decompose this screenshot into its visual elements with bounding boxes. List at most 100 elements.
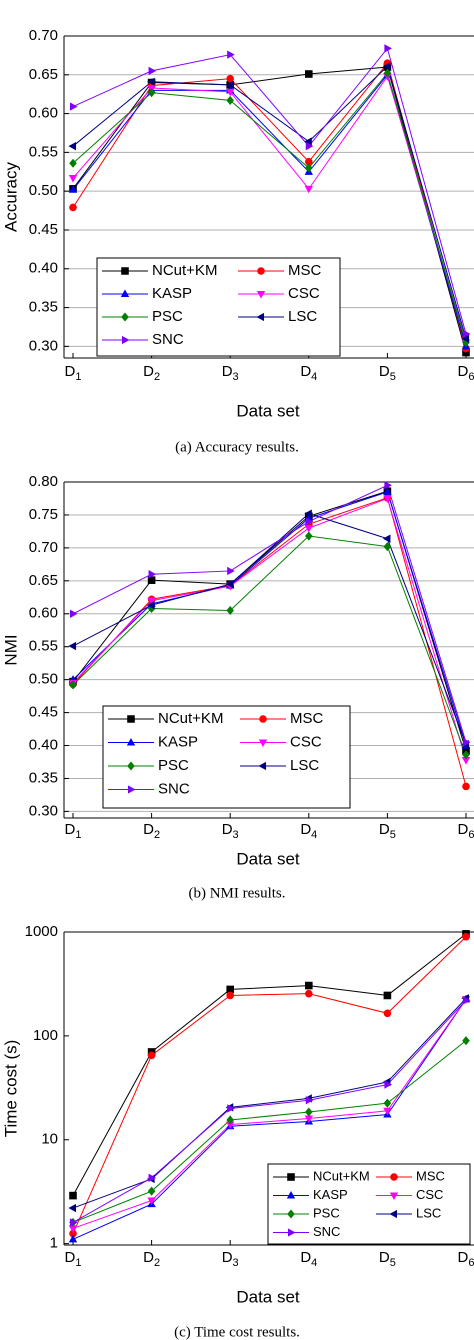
x-tick-label: D3 bbox=[222, 821, 239, 841]
data-point bbox=[227, 1104, 235, 1113]
series-line bbox=[72, 491, 467, 746]
data-point bbox=[462, 996, 471, 1005]
data-point bbox=[147, 601, 155, 610]
legend-label: SNC bbox=[158, 780, 190, 797]
data-point bbox=[383, 1098, 392, 1108]
series-line bbox=[72, 933, 467, 1196]
data-point bbox=[69, 203, 77, 212]
y-tick-label: 0.30 bbox=[29, 802, 58, 819]
series-line bbox=[72, 72, 467, 343]
data-point bbox=[462, 782, 470, 791]
y-tick-label: 0.50 bbox=[29, 182, 58, 199]
legend-label: LSC bbox=[416, 1205, 441, 1220]
legend-marker bbox=[256, 312, 265, 322]
data-point bbox=[69, 609, 78, 618]
series-line bbox=[72, 497, 467, 761]
x-axis-label: Data set bbox=[236, 1287, 300, 1306]
data-point bbox=[69, 680, 77, 690]
y-tick-label: 0.40 bbox=[29, 736, 58, 753]
y-tick-label: 0.60 bbox=[29, 105, 58, 122]
y-tick-label: 0.65 bbox=[29, 66, 58, 83]
y-tick-label: 0.35 bbox=[29, 769, 58, 786]
y-tick-label: 10 bbox=[41, 1131, 58, 1148]
data-point bbox=[304, 137, 312, 146]
x-tick-label: D2 bbox=[143, 1249, 160, 1269]
y-tick-label: 1000 bbox=[25, 923, 58, 940]
legend-label: NCut+KM bbox=[158, 710, 223, 727]
data-point bbox=[226, 985, 234, 994]
data-point bbox=[461, 756, 471, 765]
data-point bbox=[225, 579, 234, 589]
series-line bbox=[72, 66, 467, 353]
x-tick-label: D4 bbox=[300, 1249, 317, 1269]
data-point bbox=[69, 1218, 78, 1227]
y-tick-label: 0.55 bbox=[29, 143, 58, 160]
data-point bbox=[147, 1186, 156, 1196]
series-line bbox=[72, 497, 467, 787]
data-point bbox=[68, 641, 77, 651]
series-line bbox=[72, 936, 467, 1234]
legend-label: KASP bbox=[152, 285, 192, 302]
data-point bbox=[305, 989, 313, 998]
series-line bbox=[72, 47, 467, 335]
data-point bbox=[383, 487, 392, 495]
x-tick-label: D3 bbox=[222, 1249, 239, 1269]
x-tick-label: D2 bbox=[143, 821, 160, 841]
x-tick-label: D4 bbox=[300, 363, 317, 383]
data-point bbox=[147, 1197, 156, 1206]
data-point bbox=[305, 70, 313, 78]
x-tick-label: D5 bbox=[379, 821, 396, 841]
data-point bbox=[305, 141, 314, 151]
series-line bbox=[72, 484, 467, 743]
legend-label: PSC bbox=[313, 1205, 340, 1220]
x-tick-label: D4 bbox=[300, 821, 317, 841]
data-point bbox=[68, 141, 77, 151]
legend-marker bbox=[389, 1192, 399, 1201]
y-tick-label: 100 bbox=[33, 1027, 58, 1044]
data-point bbox=[148, 1173, 157, 1183]
data-point bbox=[147, 88, 156, 98]
y-tick-label: 0.35 bbox=[29, 299, 58, 316]
x-axis-label: Data set bbox=[236, 401, 300, 420]
legend-label: SNC bbox=[313, 1224, 340, 1239]
legend-marker bbox=[120, 289, 130, 298]
data-point bbox=[148, 66, 157, 76]
chart: 0.30 0.35 0.40 0.45 0.50 0.55 0.60 0.65 0.70 D1 D2… bbox=[1, 27, 474, 455]
y-tick-label: 0.45 bbox=[29, 704, 58, 721]
legend-marker bbox=[390, 1173, 398, 1181]
legend-label: NCut+KM bbox=[152, 262, 217, 279]
data-point bbox=[305, 517, 314, 526]
legend-marker bbox=[127, 715, 135, 723]
legend-marker bbox=[258, 761, 267, 771]
legend-label: PSC bbox=[158, 757, 189, 774]
legend-marker bbox=[287, 1228, 296, 1237]
chart: 0.30 0.35 0.40 0.45 0.50 0.55 0.60 0.65 0.70 0.75… bbox=[1, 473, 474, 901]
y-tick-label: 0.70 bbox=[29, 27, 58, 44]
data-point bbox=[147, 77, 155, 86]
series-line bbox=[72, 999, 467, 1240]
legend-label: NCut+KM bbox=[313, 1168, 370, 1183]
data-point bbox=[305, 163, 313, 173]
legend-label: KASP bbox=[313, 1187, 348, 1202]
legend-label: CSC bbox=[288, 285, 320, 302]
data-point bbox=[462, 750, 470, 760]
y-axis-label: Time cost (s) bbox=[1, 1040, 20, 1138]
y-tick-label: 0.30 bbox=[29, 337, 58, 354]
series-line bbox=[72, 513, 467, 745]
data-point bbox=[226, 88, 235, 97]
x-tick-label: D1 bbox=[65, 821, 82, 841]
data-point bbox=[69, 1229, 77, 1238]
legend-marker bbox=[389, 1209, 398, 1219]
legend-box bbox=[102, 705, 351, 809]
chart: 1 10 100 1000 D1 D2 D3 D4 D5 D6 NCut+KM MSC KASP CSC P… bbox=[1, 923, 474, 1340]
data-point bbox=[68, 185, 78, 193]
data-point bbox=[383, 1107, 392, 1116]
y-tick-label: 0.50 bbox=[29, 671, 58, 688]
data-point bbox=[305, 531, 313, 541]
data-point bbox=[147, 603, 156, 614]
y-tick-label: 0.75 bbox=[29, 506, 58, 523]
y-tick-label: 0.65 bbox=[29, 572, 58, 589]
legend-label: MSC bbox=[290, 710, 324, 727]
legend-label: LSC bbox=[288, 308, 317, 325]
